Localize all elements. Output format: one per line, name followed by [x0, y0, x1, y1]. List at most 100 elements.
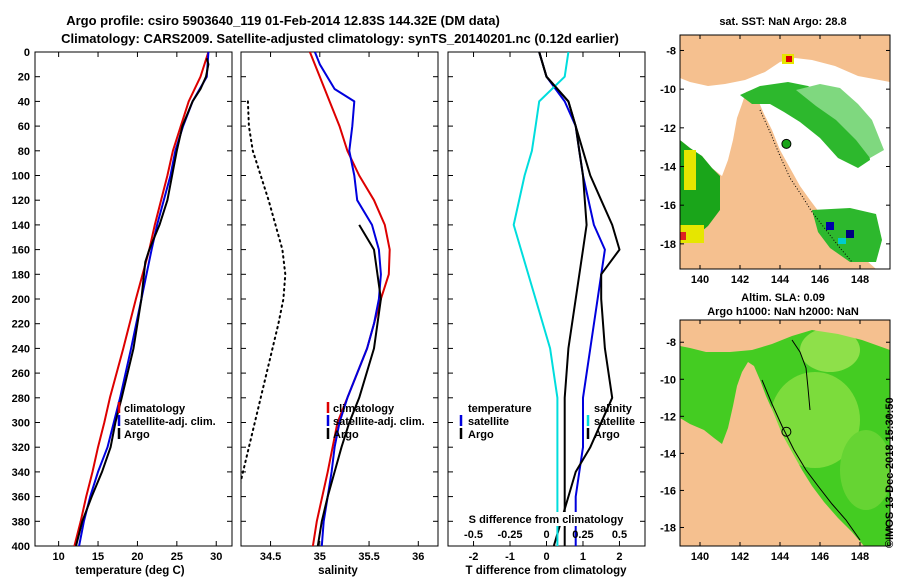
sst-map-axes: -8 -10 -12 -14 -16 -18 140 142 144 146 148	[660, 35, 890, 286]
salinity-x-axis: 34.5 35 35.5 36	[260, 52, 424, 563]
x-tick-label: 10	[53, 551, 65, 563]
chart-title: Argo profile: csiro 5903640_119 01-Feb-2…	[66, 13, 500, 28]
map-lon-label: 144	[771, 274, 790, 286]
x-tick-label: 1	[580, 551, 586, 563]
sla-high-anomaly-north	[800, 328, 860, 372]
map-lon-label: 146	[811, 274, 829, 286]
legend-t-argo-label: Argo	[468, 429, 494, 441]
depth-tick-label: 260	[12, 368, 30, 380]
legend-argo-label: Argo	[333, 429, 359, 441]
depth-axis: 0 20 40 60 80 100 120 140 160 180 200 220 240 260 280 3…	[12, 47, 645, 553]
map-lat-label: -10	[660, 374, 676, 386]
s-difference-x-axis: -0.5 -0.25 0 0.25 0.5	[464, 529, 627, 541]
map-lon-label: 142	[731, 551, 749, 563]
map-lon-label: 140	[691, 274, 709, 286]
depth-tick-label: 20	[18, 72, 30, 84]
sla-argo-location-marker	[781, 426, 792, 437]
legend-climatology-label: climatology	[333, 403, 395, 415]
salinity-axis-label: salinity	[318, 565, 358, 577]
sla-isobath	[761, 379, 861, 541]
depth-tick-label: 0	[24, 47, 30, 59]
sst-patch-warm	[684, 150, 696, 190]
map-lon-label: 142	[731, 274, 749, 286]
sst-map	[680, 35, 890, 269]
series-line-s-argo	[538, 52, 588, 546]
series-line-argo	[316, 224, 382, 546]
sla-map-subtitle: Argo h1000: NaN h2000: NaN	[707, 306, 859, 318]
x-tick-label: -2	[469, 551, 479, 563]
depth-tick-label: 220	[12, 319, 30, 331]
legend-satellite-label: satellite-adj. clim.	[124, 416, 216, 428]
series-line-climatology-t-s-dotted-	[241, 100, 287, 485]
sla-high-anomaly	[770, 372, 860, 468]
series-line-s-satellite	[512, 52, 570, 546]
imos-stamp: ©IMOS 13-Dec-2018 15:30:50	[884, 397, 896, 548]
x-tick-label: -1	[505, 551, 515, 563]
chart-subtitle: Climatology: CARS2009. Satellite-adjuste…	[61, 31, 619, 46]
x-tick-label: 34.5	[260, 551, 281, 563]
temperature-plot-frame	[34, 51, 233, 547]
map-lat-label: -14	[660, 162, 677, 174]
s-difference-tick-label: 0.5	[612, 529, 627, 541]
map-lat-label: -18	[660, 522, 676, 534]
depth-tick-label: 100	[12, 171, 30, 183]
x-tick-label: 15	[92, 551, 104, 563]
depth-tick-label: 40	[18, 96, 30, 108]
temperature-legend: climatology satellite-adj. clim. Argo	[117, 402, 216, 441]
map-lat-label: -12	[660, 123, 676, 135]
sla-map-axes: -8 -10 -12 -14 -16 -18 140 142 144 146 148	[660, 320, 890, 563]
map-lon-label: 148	[851, 551, 869, 563]
depth-tick-label: 380	[12, 516, 30, 528]
s-difference-tick-label: 0	[543, 529, 549, 541]
x-tick-label: 20	[131, 551, 143, 563]
series-line-argo	[75, 57, 210, 546]
map-lat-label: -8	[666, 337, 676, 349]
temperature-series	[73, 52, 210, 546]
depth-tick-label: 340	[12, 467, 30, 479]
difference-plot-frame	[447, 51, 646, 547]
depth-tick-label: 200	[12, 294, 30, 306]
depth-tick-label: 140	[12, 220, 30, 232]
depth-tick-label: 180	[12, 269, 30, 281]
depth-tick-label: 280	[12, 393, 30, 405]
sst-map-title: sat. SST: NaN Argo: 28.8	[719, 16, 846, 28]
sst-patch-hot	[680, 232, 686, 240]
x-tick-label: 0	[543, 551, 549, 563]
series-line-climatology	[308, 52, 391, 546]
map-lon-label: 140	[691, 551, 709, 563]
map-lon-label: 146	[811, 551, 829, 563]
sla-anomaly-east	[840, 430, 890, 510]
depth-tick-label: 360	[12, 492, 30, 504]
depth-tick-label: 240	[12, 343, 30, 355]
s-difference-axis-label: S difference from climatology	[469, 514, 625, 526]
s-difference-tick-label: 0.25	[572, 529, 593, 541]
x-tick-label: 30	[210, 551, 222, 563]
legend-s-argo-label: Argo	[594, 429, 620, 441]
sla-map-title: Altim. SLA: 0.09	[741, 292, 825, 304]
map-lat-label: -16	[660, 200, 676, 212]
new-guinea-land	[680, 320, 890, 352]
legend-salinity-heading: salinity	[594, 403, 633, 415]
depth-tick-label: 160	[12, 245, 30, 257]
legend-temperature-heading: temperature	[468, 403, 532, 415]
sst-cold-cell	[826, 222, 834, 230]
series-line-t-satellite	[538, 52, 606, 546]
map-lat-label: -8	[666, 45, 676, 57]
sla-map-frame	[679, 319, 891, 547]
temperature-axis-label: temperature (deg C)	[75, 565, 184, 577]
difference-x-axis: -2 -1 0 1 2	[469, 52, 623, 563]
sst-cold-cell	[846, 230, 854, 238]
salinity-plot-frame	[240, 51, 439, 547]
depth-tick-label: 80	[18, 146, 30, 158]
t-difference-axis-label: T difference from climatology	[465, 565, 627, 577]
s-difference-tick-label: -0.25	[497, 529, 522, 541]
sst-argo-location-marker	[781, 138, 792, 149]
s-difference-label-backdrop	[456, 512, 638, 526]
depth-tick-label: 300	[12, 418, 30, 430]
x-tick-label: 36	[412, 551, 424, 563]
depth-tick-label: 60	[18, 121, 30, 133]
salinity-series	[241, 52, 391, 546]
x-tick-label: 25	[171, 551, 183, 563]
series-line-satellite-adj-clim-	[78, 52, 210, 546]
